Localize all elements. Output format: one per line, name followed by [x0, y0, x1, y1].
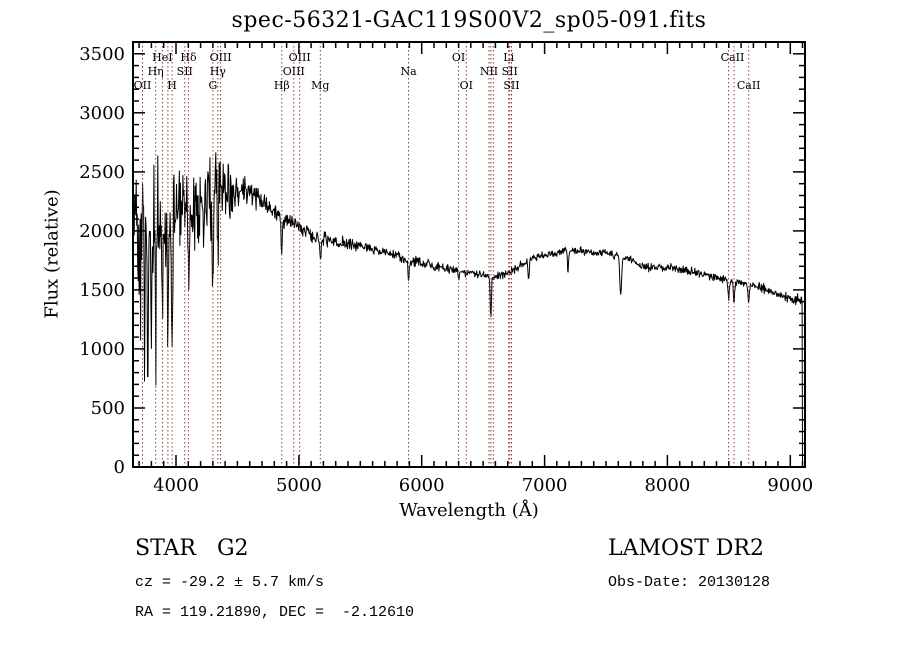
y-axis-ticks [133, 41, 805, 468]
spectral-line-label: OIII [210, 51, 232, 64]
x-axis-label: Wavelength (Å) [399, 500, 539, 521]
spectral-line-label: H [167, 79, 177, 92]
y-tick-label: 3500 [79, 44, 125, 65]
y-tick-label: 1000 [79, 339, 125, 360]
spectral-line-markers [142, 42, 750, 467]
x-tick-label: 4000 [153, 475, 199, 496]
spectral-line-label: Hδ [180, 51, 197, 64]
axes [132, 41, 806, 468]
spectral-line-label: Hγ [210, 65, 227, 78]
spectral-line-label: OI [452, 51, 465, 64]
spectral-line-label: OIII [289, 51, 311, 64]
spectrum-trace [133, 152, 803, 463]
survey-label: LAMOST DR2 [608, 536, 764, 561]
spectral-line-label: CaII [737, 79, 761, 92]
x-tick-label: 7000 [522, 475, 568, 496]
spectral-line-label: OI [460, 79, 473, 92]
spectral-line-label: SII [177, 65, 193, 78]
y-tick-label: 1500 [79, 280, 125, 301]
x-tick-label: 6000 [399, 475, 445, 496]
y-tick-label: 2000 [79, 221, 125, 242]
ra-dec-value: RA = 119.21890, DEC = -2.12610 [135, 604, 415, 621]
x-tick-label: 8000 [644, 475, 690, 496]
y-tick-labels: 0 500 1000 1500 2000 2500 3000 3500 [79, 44, 125, 478]
spectral-line-label: SII [502, 65, 518, 78]
spectral-line-label: CaII [721, 51, 745, 64]
y-tick-label: 0 [114, 457, 125, 478]
obs-date-value: Obs-Date: 20130128 [608, 574, 771, 591]
spectral-line-label: OII [134, 79, 152, 92]
y-tick-label: 3000 [79, 103, 125, 124]
spectral-line-label: OIII [283, 65, 305, 78]
spectral-line-label: SII [503, 79, 519, 92]
spectral-line-label: HeI [152, 51, 172, 64]
spectral-line-label: Mg [311, 79, 329, 92]
cz-value: cz = -29.2 ± 5.7 km/s [135, 574, 325, 591]
spectral-line-label: Li [503, 51, 514, 64]
classification-label: STAR G2 [135, 536, 249, 561]
y-tick-label: 500 [91, 398, 125, 419]
y-axis-label: Flux (relative) [41, 189, 63, 319]
x-tick-label: 9000 [767, 475, 813, 496]
spectral-line-label: G [209, 79, 218, 92]
page-title: spec-56321-GAC119S00V2_sp05-091.fits [231, 8, 707, 33]
x-tick-label: 5000 [276, 475, 322, 496]
spectral-line-label: Na [401, 65, 418, 78]
x-tick-labels: 4000 5000 6000 7000 8000 9000 [153, 475, 813, 496]
spectral-line-label: Hβ [274, 79, 290, 92]
x-axis-ticks [138, 42, 804, 467]
y-tick-label: 2500 [79, 162, 125, 183]
plot-frame [132, 41, 806, 468]
spectral-line-label: NII [480, 65, 498, 78]
spectral-line-label: Hη [148, 65, 164, 78]
